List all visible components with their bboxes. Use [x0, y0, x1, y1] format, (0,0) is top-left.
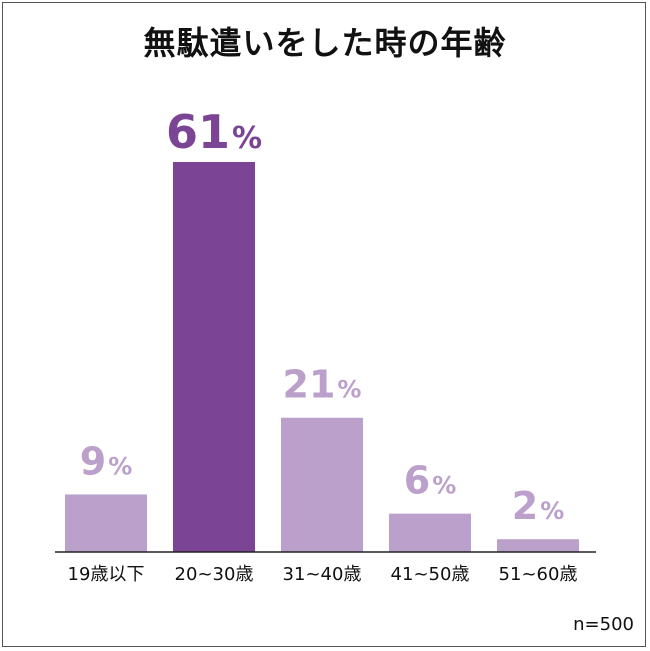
- bar-1: [65, 494, 147, 552]
- bar-2: [173, 162, 255, 552]
- category-label-5: 51~60歳: [499, 564, 578, 585]
- bar-5: [497, 539, 579, 552]
- bar-value-label-2: 61%: [166, 105, 262, 159]
- bar-3: [281, 417, 363, 552]
- bar-value-label-5: 2%: [512, 484, 565, 528]
- bars-layer: 9% 19歳以下 61% 20~30歳 21% 31~40歳 6% 41~50歳 2% 51~60…: [65, 105, 579, 585]
- chart-title: 無駄遣いをした時の年齢: [143, 24, 507, 62]
- bar-value-label-4: 6%: [404, 459, 457, 503]
- bar-value-label-3: 21%: [283, 363, 362, 407]
- category-label-3: 31~40歳: [283, 564, 362, 585]
- category-label-2: 20~30歳: [175, 564, 254, 585]
- category-label-1: 19歳以下: [68, 564, 145, 585]
- bar-4: [389, 513, 471, 552]
- bar-value-label-1: 9%: [80, 439, 133, 483]
- category-label-4: 41~50歳: [391, 564, 470, 585]
- sample-size-label: n=500: [573, 614, 634, 635]
